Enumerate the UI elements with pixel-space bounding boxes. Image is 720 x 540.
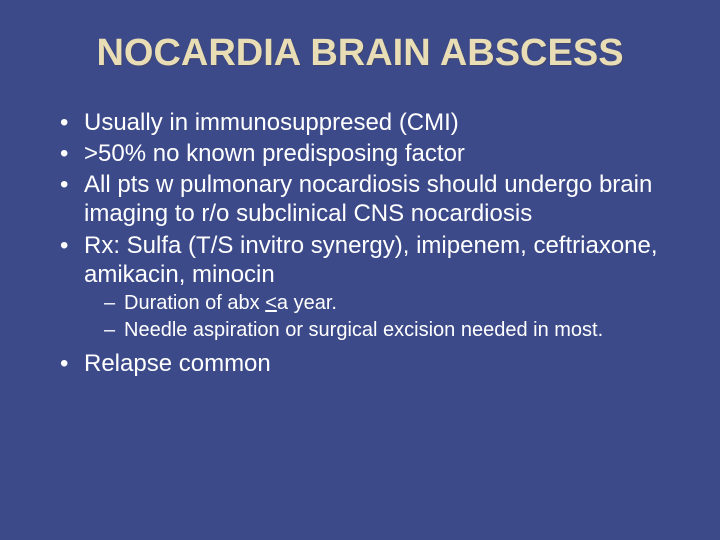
bullet-item: Rx: Sulfa (T/S invitro synergy), imipene… — [60, 231, 672, 344]
bullet-text: Rx: Sulfa (T/S invitro synergy), imipene… — [84, 232, 658, 288]
bullet-item: >50% no known predisposing factor — [60, 139, 672, 168]
sub-bullet-text: Needle aspiration or surgical excision n… — [124, 319, 603, 341]
bullet-text: Relapse common — [84, 350, 271, 377]
slide-title: NOCARDIA BRAIN ABSCESS — [48, 32, 672, 76]
bullet-text: All pts w pulmonary nocardiosis should u… — [84, 171, 652, 227]
sub-bullet-text-underline: < — [265, 292, 277, 314]
slide: NOCARDIA BRAIN ABSCESS Usually in immuno… — [0, 0, 720, 540]
bullet-list: Usually in immunosuppresed (CMI) >50% no… — [48, 108, 672, 379]
bullet-text: Usually in immunosuppresed (CMI) — [84, 109, 459, 136]
sub-bullet-list: Duration of abx <a year. Needle aspirati… — [84, 291, 672, 343]
bullet-item: Usually in immunosuppresed (CMI) — [60, 108, 672, 137]
sub-bullet-item: Duration of abx <a year. — [104, 291, 672, 316]
bullet-text: >50% no known predisposing factor — [84, 140, 465, 167]
sub-bullet-text-post: a year. — [277, 292, 337, 314]
sub-bullet-item: Needle aspiration or surgical excision n… — [104, 318, 672, 343]
sub-bullet-text-pre: Duration of abx — [124, 292, 265, 314]
bullet-item: All pts w pulmonary nocardiosis should u… — [60, 170, 672, 229]
bullet-item: Relapse common — [60, 349, 672, 378]
